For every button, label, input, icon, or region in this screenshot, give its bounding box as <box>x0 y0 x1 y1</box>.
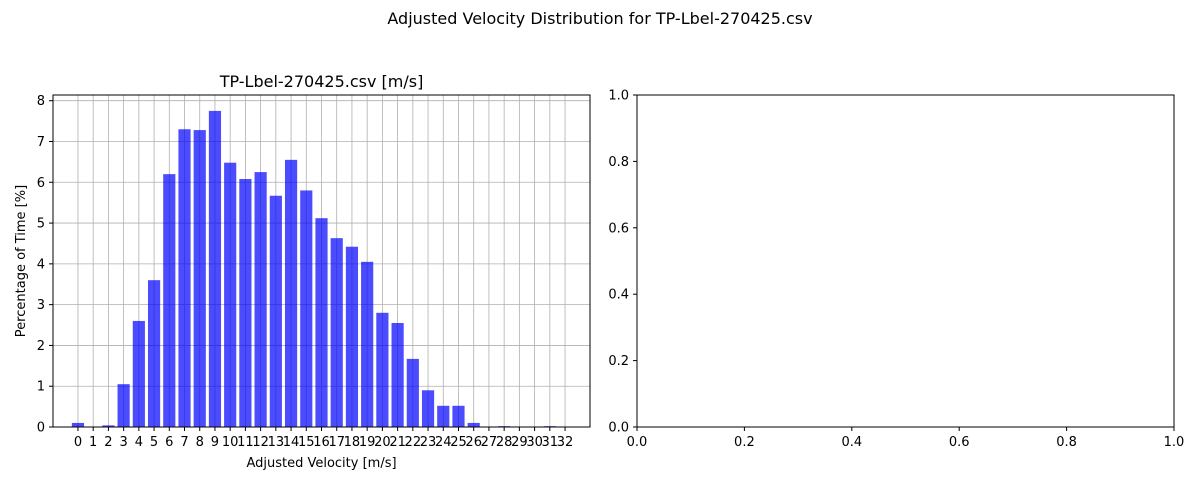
y-tick-label: 0.4 <box>608 288 629 303</box>
y-tick-label: 0.2 <box>608 354 629 369</box>
x-tick-label: 16 <box>313 435 330 450</box>
y-tick-label: 1.0 <box>608 89 629 104</box>
x-tick-label: 0.0 <box>627 435 648 450</box>
bar <box>437 405 450 427</box>
y-tick-label: 3 <box>37 298 45 313</box>
x-tick-label: 3 <box>119 435 127 450</box>
x-tick-label: 9 <box>211 435 219 450</box>
x-tick-label: 0.6 <box>949 435 970 450</box>
bar <box>421 390 435 427</box>
bar <box>467 422 480 427</box>
bar <box>147 280 161 427</box>
x-tick-label: 0.2 <box>734 435 755 450</box>
x-tick-label: 30 <box>526 435 543 450</box>
x-tick-label: 7 <box>180 435 188 450</box>
y-tick-label: 4 <box>37 257 45 272</box>
x-tick-label: 32 <box>557 435 574 450</box>
x-tick-label: 28 <box>496 435 513 450</box>
x-tick-label: 19 <box>359 435 376 450</box>
velocity-histogram-axes: 0 1 2 3 4 5 6 7 8 9 101112131415161718192021222324… <box>14 72 591 471</box>
bar <box>102 425 115 427</box>
x-ticks: 0.0 0.2 0.4 0.6 0.8 1.0 <box>627 427 1185 450</box>
y-tick-label: 0.8 <box>608 155 629 170</box>
bar <box>284 159 298 427</box>
x-tick-label: 6 <box>165 435 173 450</box>
bar <box>406 358 419 427</box>
x-tick-label: 22 <box>405 435 422 450</box>
x-ticks: 0 1 2 3 4 5 6 7 8 9 101112131415161718192021222324… <box>74 427 573 450</box>
y-ticks: 0.0 0.2 0.4 0.6 0.8 1.0 <box>608 89 637 436</box>
x-tick-label: 29 <box>511 435 528 450</box>
y-tick-label: 0 <box>37 421 45 436</box>
x-tick-label: 23 <box>420 435 437 450</box>
bar <box>361 261 374 427</box>
bars-group <box>71 110 556 428</box>
x-tick-label: 25 <box>450 435 467 450</box>
bar <box>224 162 237 428</box>
x-tick-label: 15 <box>298 435 315 450</box>
bar <box>452 405 465 427</box>
x-tick-label: 5 <box>150 435 158 450</box>
bar <box>178 129 191 427</box>
x-tick-label: 31 <box>542 435 559 450</box>
x-tick-label: 27 <box>481 435 498 450</box>
bar <box>391 322 404 427</box>
x-tick-label: 14 <box>283 435 300 450</box>
x-tick-label: 18 <box>344 435 361 450</box>
y-ticks: 0 1 2 3 4 5 6 7 8 <box>37 94 53 436</box>
x-tick-label: 0 <box>74 435 82 450</box>
bar <box>163 174 176 427</box>
bar <box>345 246 359 427</box>
x-tick-label: 2 <box>104 435 112 450</box>
x-tick-label: 24 <box>435 435 452 450</box>
bar <box>117 384 130 427</box>
x-tick-label: 13 <box>268 435 285 450</box>
x-tick-label: 0.8 <box>1056 435 1077 450</box>
x-tick-label: 17 <box>328 435 345 450</box>
x-axis-label: Adjusted Velocity [m/s] <box>246 456 396 471</box>
x-tick-label: 10 <box>222 435 239 450</box>
y-tick-label: 6 <box>37 176 45 191</box>
axes-frame <box>636 94 1175 428</box>
empty-axes: 0.0 0.2 0.4 0.6 0.8 1.0 0.0 0.2 0.4 0.6 0.8 1.0 <box>608 89 1184 451</box>
y-tick-label: 0.0 <box>608 421 629 436</box>
figure-suptitle: Adjusted Velocity Distribution for TP-Lb… <box>387 9 812 28</box>
x-tick-label: 1.0 <box>1164 435 1185 450</box>
y-tick-label: 1 <box>37 380 45 395</box>
bar <box>376 312 389 427</box>
x-tick-label: 4 <box>135 435 143 450</box>
y-axis-label: Percentage of Time [%] <box>14 185 29 337</box>
bar <box>193 130 206 427</box>
y-tick-label: 5 <box>37 217 45 232</box>
bar <box>132 320 145 427</box>
x-tick-label: 1 <box>89 435 97 450</box>
bar <box>269 195 282 427</box>
bar <box>315 218 328 427</box>
bar <box>300 190 313 427</box>
x-tick-label: 11 <box>237 435 254 450</box>
x-tick-label: 20 <box>374 435 391 450</box>
y-tick-label: 0.6 <box>608 221 629 236</box>
bar <box>330 238 343 427</box>
bar <box>254 172 267 427</box>
x-tick-label: 0.4 <box>841 435 862 450</box>
y-tick-label: 2 <box>37 339 45 354</box>
bar <box>239 179 252 427</box>
x-tick-label: 26 <box>465 435 482 450</box>
bar <box>208 110 222 428</box>
bar <box>71 422 85 427</box>
x-tick-label: 12 <box>252 435 269 450</box>
x-tick-label: 21 <box>389 435 406 450</box>
chart-title: TP-Lbel-270425.csv [m/s] <box>219 72 424 91</box>
y-tick-label: 7 <box>37 135 45 150</box>
x-tick-label: 8 <box>196 435 204 450</box>
y-tick-label: 8 <box>37 94 45 109</box>
